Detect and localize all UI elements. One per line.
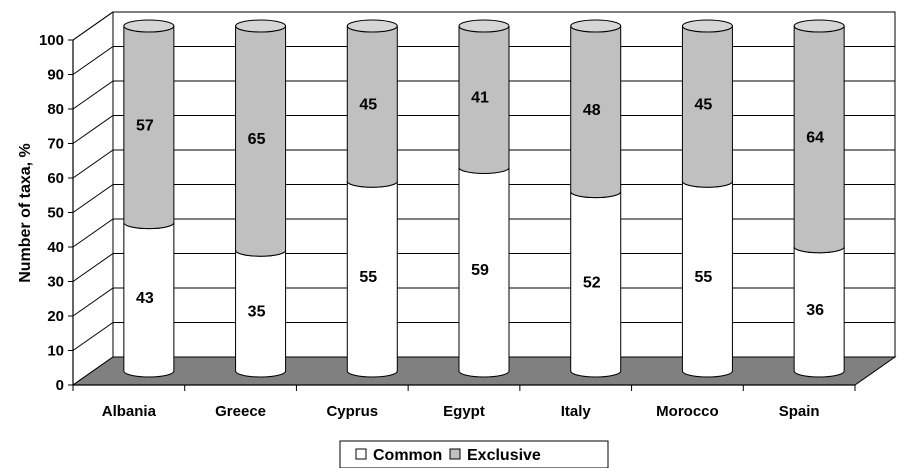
cylinder-top-cap: [458, 19, 510, 33]
gridlines: [72, 11, 895, 351]
data-label-common: 55: [695, 269, 713, 286]
y-tick-label: 60: [47, 170, 64, 187]
x-tick-label: Egypt: [443, 403, 485, 420]
data-label-exclusive: 41: [471, 90, 489, 107]
legend-box: [339, 440, 609, 468]
x-tick-label: Albania: [102, 403, 157, 420]
x-tick-label: Cyprus: [326, 403, 378, 420]
cylinder-italy: [570, 19, 622, 378]
data-label-common: 55: [359, 269, 377, 286]
cylinder-top-cap: [346, 19, 398, 33]
x-tick-label: Greece: [215, 403, 266, 420]
data-label-exclusive: 45: [695, 97, 713, 114]
y-axis: 0 10 20 30 40 50 60 70 80 90 100: [39, 32, 74, 394]
legend: Common Exclusive: [339, 440, 609, 468]
data-label-exclusive: 48: [583, 102, 601, 119]
legend-label-exclusive: Exclusive: [467, 447, 541, 464]
data-label-common: 59: [471, 262, 489, 279]
cylinder-top-cap: [793, 19, 845, 33]
cylinder-albania: [123, 19, 175, 378]
cylinder-morocco: [681, 19, 733, 378]
gridline: [72, 322, 895, 351]
gridline: [72, 149, 895, 179]
y-tick-label: 20: [47, 308, 64, 325]
data-label-common: 43: [136, 290, 154, 307]
x-tick-label: Spain: [779, 403, 820, 420]
cylinder-spain: [793, 19, 845, 378]
gridline: [72, 80, 895, 110]
legend-swatch-exclusive: [449, 448, 461, 460]
data-label-exclusive: 57: [136, 117, 154, 134]
gridline: [72, 287, 895, 317]
cylinder-top-cap: [570, 19, 622, 33]
y-tick-label: 10: [47, 343, 64, 360]
cylinder-cyprus: [346, 19, 398, 378]
y-tick-label: 30: [47, 274, 64, 291]
data-label-exclusive: 64: [806, 129, 824, 146]
data-labels: 43 57 35 65 55 45 59 41 52 48 55 45 36 64: [136, 90, 824, 321]
legend-swatch-common: [355, 448, 367, 460]
gridline: [72, 218, 895, 248]
gridline: [72, 46, 895, 75]
cylinder-top-cap: [235, 19, 287, 33]
data-label-common: 52: [583, 274, 601, 291]
y-tick-label: 70: [47, 136, 64, 153]
y-tick-label: 50: [47, 205, 64, 222]
gridline: [72, 184, 895, 213]
cylinder-greece: [235, 19, 287, 378]
cylinder-top-cap: [123, 19, 175, 33]
y-axis-title: Number of taxa, %: [17, 143, 34, 283]
legend-label-common: Common: [373, 447, 442, 464]
data-label-exclusive: 65: [248, 131, 266, 148]
cylinder-egypt: [458, 19, 510, 378]
y-tick-label: 0: [56, 377, 64, 394]
gridline: [72, 115, 895, 144]
gridline: [72, 11, 895, 41]
gridline: [72, 253, 895, 282]
data-label-exclusive: 45: [359, 97, 377, 114]
x-axis: Albania Greece Cyprus Egypt Italy Morocco Spai…: [72, 384, 856, 420]
x-tick-label: Morocco: [656, 403, 719, 420]
y-tick-label: 100: [39, 32, 64, 49]
bar-series: [123, 19, 845, 378]
y-tick-label: 40: [47, 239, 64, 256]
y-tick-label: 80: [47, 101, 64, 118]
data-label-common: 36: [806, 302, 824, 319]
y-tick-label: 90: [47, 67, 64, 84]
data-label-common: 35: [248, 304, 266, 321]
x-tick-label: Italy: [561, 403, 592, 420]
cylinder-top-cap: [681, 19, 733, 33]
